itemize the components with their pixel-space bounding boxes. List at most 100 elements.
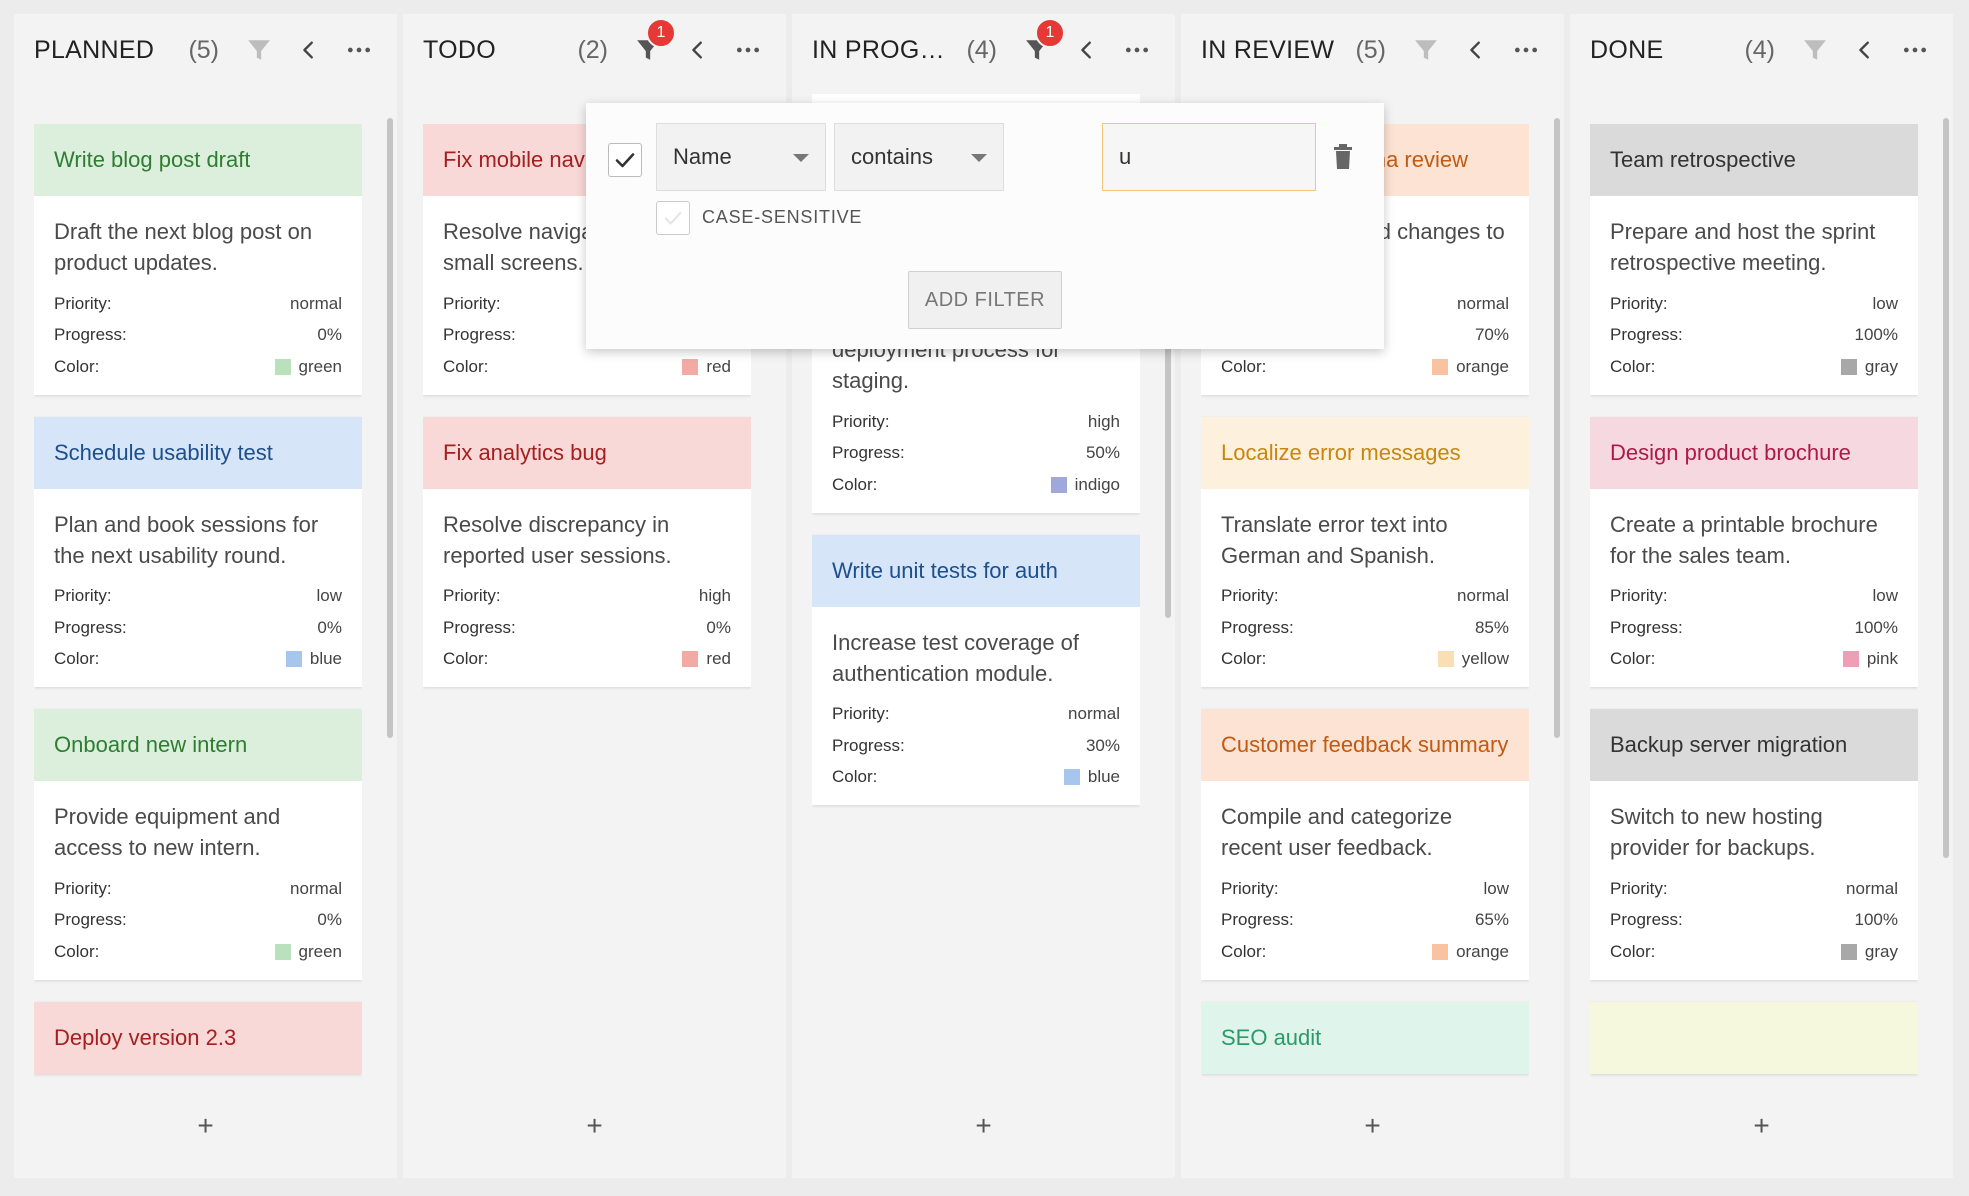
property-value-text: 50% [1085, 443, 1120, 463]
column-menu-button[interactable] [1506, 30, 1546, 70]
case-sensitive-checkbox[interactable] [656, 201, 690, 235]
task-card[interactable]: Design product brochure Create a printabl… [1590, 416, 1918, 687]
collapse-column-button[interactable] [1845, 30, 1885, 70]
task-card[interactable]: Customer feedback summary Compile and cat… [1201, 709, 1529, 980]
task-card[interactable]: Schedule usability test Plan and book ses… [34, 416, 362, 687]
card-body: Prepare and host the sprint retrospectiv… [1590, 196, 1918, 395]
collapse-column-button[interactable] [678, 30, 718, 70]
collapse-column-button[interactable] [1067, 30, 1107, 70]
property-value-text: gray [1864, 356, 1898, 376]
delete-filter-button[interactable] [1330, 143, 1356, 176]
card-property-color: Color: pink [1610, 644, 1898, 676]
card-property-progress: Progress: 50% [832, 438, 1120, 470]
column-count: (5) [1355, 35, 1386, 64]
add-card-button[interactable]: + [197, 1110, 214, 1141]
column-menu-button[interactable] [1895, 30, 1935, 70]
column-count: (2) [577, 35, 608, 64]
filter-button[interactable] [1795, 30, 1835, 70]
card-title: Onboard new intern [54, 732, 248, 757]
card-property-progress: Progress: 0% [443, 612, 731, 644]
add-card-button[interactable]: + [586, 1110, 603, 1141]
task-card[interactable]: SEO audit [1201, 1001, 1529, 1074]
card-header: Deploy version 2.3 [34, 1001, 362, 1074]
card-description: Plan and book sessions for the next usab… [54, 511, 319, 568]
property-value: 50% [1086, 443, 1120, 463]
more-horizontal-icon [1513, 37, 1539, 63]
task-card[interactable]: Localize error messages Translate error t… [1201, 416, 1529, 688]
column-header: DONE (4) [1570, 14, 1953, 86]
property-label: Progress: [54, 325, 127, 345]
card-header: Write blog post draft [34, 124, 362, 196]
task-card[interactable]: Write unit tests for auth Increase test c… [812, 534, 1140, 805]
add-card-button[interactable]: + [1753, 1110, 1770, 1141]
card-property-priority: Priority: low [1610, 581, 1898, 613]
task-card[interactable] [1590, 1001, 1918, 1074]
property-label: Color: [1221, 356, 1267, 376]
property-label: Color: [832, 474, 878, 494]
column-menu-button[interactable] [728, 30, 768, 70]
column-menu-button[interactable] [339, 30, 379, 70]
add-card-button[interactable]: + [975, 1110, 992, 1141]
property-label: Color: [54, 941, 100, 961]
color-swatch [1840, 358, 1857, 375]
filter-operator-select[interactable]: contains [834, 123, 1004, 191]
property-value-text: 85% [1474, 617, 1509, 637]
card-header: Backup server migration [1590, 709, 1918, 781]
property-value-text: low [316, 586, 342, 606]
card-property-priority: Priority: normal [54, 288, 342, 320]
property-value-text: 65% [1474, 910, 1509, 930]
property-value: blue [285, 649, 342, 669]
property-value: indigo [1050, 475, 1120, 495]
filter-button[interactable]: 1 [1017, 18, 1065, 70]
filter-button[interactable] [1406, 30, 1446, 70]
task-card[interactable]: Team retrospective Prepare and host the s… [1590, 124, 1918, 395]
collapse-column-button[interactable] [1456, 30, 1496, 70]
property-label: Color: [443, 649, 489, 669]
card-property-color: Color: green [54, 351, 342, 383]
card-header: Localize error messages [1201, 416, 1529, 489]
property-label: Priority: [443, 586, 501, 606]
filter-button[interactable] [239, 30, 279, 70]
property-label: Priority: [832, 704, 890, 724]
column-scrollbar[interactable] [387, 118, 393, 738]
property-value-text: low [1483, 878, 1509, 898]
property-value: green [274, 356, 342, 377]
column-done: DONE (4) Team retrospective Prepare and hos… [1570, 14, 1953, 1178]
filter-value-input[interactable] [1102, 123, 1316, 191]
task-card[interactable]: Write blog post draft Draft the next blog… [34, 124, 362, 395]
filter-enabled-checkbox[interactable] [608, 143, 642, 177]
property-label: Priority: [1610, 293, 1668, 313]
property-value: yellow [1437, 649, 1509, 669]
property-value: normal [290, 879, 342, 899]
property-value-text: 100% [1854, 617, 1898, 637]
filter-button[interactable]: 1 [628, 18, 676, 70]
property-label: Color: [54, 356, 100, 376]
column-menu-button[interactable] [1117, 30, 1157, 70]
task-card[interactable]: Backup server migration Switch to new hos… [1590, 709, 1918, 980]
add-filter-button[interactable]: ADD FILTER [908, 271, 1062, 329]
color-swatch [1432, 943, 1449, 960]
add-card-button[interactable]: + [1364, 1110, 1381, 1141]
property-value: low [1872, 586, 1898, 606]
card-title: Write unit tests for auth [832, 557, 1058, 583]
column-scrollbar[interactable] [1165, 118, 1171, 618]
card-description: Switch to new hosting provider for backu… [1610, 804, 1823, 860]
property-value-text: 70% [1474, 325, 1509, 345]
column-count: (5) [188, 35, 219, 64]
property-value-text: normal [290, 293, 342, 313]
card-body: Provide equipment and access to new inte… [34, 781, 362, 980]
column-header: IN PROGRESS (4) 1 [792, 14, 1175, 86]
property-label: Progress: [1610, 617, 1683, 637]
task-card[interactable]: Onboard new intern Provide equipment and … [34, 709, 362, 980]
task-card[interactable]: Deploy version 2.3 [34, 1001, 362, 1074]
property-value: high [1088, 412, 1120, 432]
column-title: IN REVIEW [1201, 35, 1335, 64]
property-value-text: green [298, 356, 342, 376]
column-scrollbar[interactable] [1943, 118, 1949, 858]
task-card[interactable]: Fix analytics bug Resolve discrepancy in … [423, 416, 751, 687]
collapse-column-button[interactable] [289, 30, 329, 70]
column-scrollbar[interactable] [1554, 118, 1560, 738]
card-body: Translate error text into German and Spa… [1201, 489, 1529, 688]
property-value-text: high [698, 586, 731, 606]
filter-field-select[interactable]: Name [656, 123, 826, 191]
